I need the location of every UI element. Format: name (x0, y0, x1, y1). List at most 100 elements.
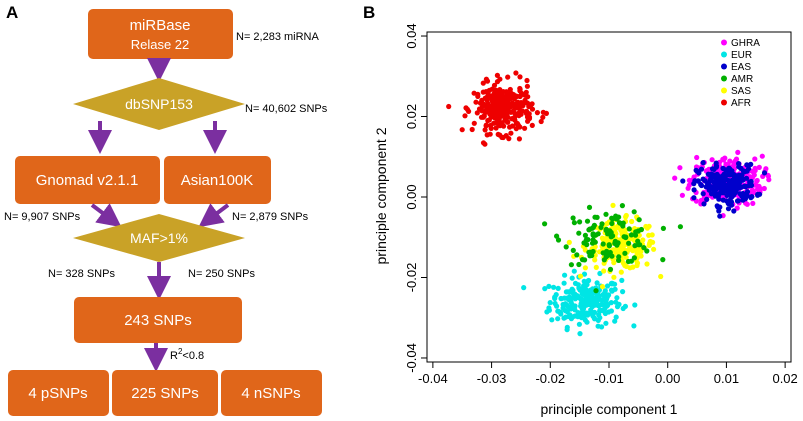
point-amr (574, 252, 580, 258)
point-amr (577, 219, 583, 225)
point-afr (480, 80, 486, 86)
point-eas (724, 192, 730, 198)
point-eur (597, 270, 603, 277)
legend-label: SAS (731, 86, 751, 97)
point-eur (614, 295, 620, 301)
point-ghra (765, 173, 772, 179)
point-eur (613, 314, 619, 320)
point-eas (711, 186, 717, 193)
point-sas (599, 235, 606, 241)
dbsnp-count: N= 40,602 SNPs (245, 103, 328, 115)
point-afr (473, 99, 479, 105)
point-eur (594, 292, 600, 298)
point-eas (703, 184, 709, 190)
point-afr (514, 112, 520, 118)
output-label-psnps: 4 pSNPs (28, 385, 87, 402)
point-afr (510, 108, 516, 114)
point-ghra (752, 165, 758, 171)
point-amr (626, 240, 632, 246)
point-eas (744, 189, 751, 195)
point-amr (622, 250, 628, 256)
point-eur (602, 290, 608, 296)
point-sas (593, 264, 599, 270)
x-tick-label: 0.01 (714, 371, 739, 386)
point-amr (591, 222, 598, 228)
point-afr (486, 87, 492, 93)
merged-snps-label: 243 SNPs (124, 312, 192, 329)
point-afr (469, 126, 475, 133)
point-ghra (759, 153, 765, 159)
point-eas (680, 178, 686, 184)
point-amr (641, 245, 647, 251)
point-eur (584, 319, 590, 325)
point-eas (719, 178, 726, 184)
point-eas (717, 213, 723, 219)
point-eas (700, 191, 706, 197)
point-amr (571, 220, 578, 226)
point-ghra (734, 205, 740, 211)
point-amr (563, 244, 569, 250)
point-eur (556, 308, 562, 314)
point-eur (570, 314, 576, 320)
point-amr (576, 230, 582, 236)
output-label-retained: 225 SNPs (131, 385, 199, 402)
scatter-points (446, 70, 772, 337)
point-sas (611, 274, 617, 280)
point-eas (727, 166, 733, 172)
point-eas (737, 173, 743, 179)
point-eur (561, 280, 567, 286)
point-afr (525, 94, 531, 100)
gnomad-box (15, 156, 160, 204)
legend-swatch (721, 63, 727, 70)
point-amr (644, 248, 650, 254)
point-eas (702, 178, 708, 184)
point-eas (744, 162, 750, 168)
point-amr (677, 224, 684, 230)
maf-label: MAF>1% (130, 230, 188, 246)
point-afr (490, 97, 496, 103)
point-afr (543, 110, 550, 116)
point-afr (512, 102, 518, 108)
point-eur (604, 294, 610, 300)
point-eur (612, 318, 618, 324)
point-eur (565, 304, 571, 310)
point-eas (737, 191, 743, 197)
point-amr (598, 224, 604, 230)
point-eas (728, 202, 735, 208)
panel-a-letter: A (6, 3, 18, 22)
point-afr (502, 116, 508, 123)
point-eas (713, 160, 719, 166)
point-eur (581, 271, 588, 277)
point-eur (577, 331, 583, 337)
point-ghra (720, 156, 726, 162)
point-ghra (685, 185, 691, 191)
point-eur (564, 327, 570, 333)
point-amr (637, 242, 643, 248)
point-eas (691, 181, 697, 187)
point-amr (542, 221, 548, 227)
point-afr (489, 105, 495, 111)
point-eas (730, 172, 736, 178)
point-sas (623, 212, 629, 219)
y-tick-label: -0.02 (404, 263, 419, 293)
point-amr (576, 261, 582, 268)
point-eur (614, 304, 621, 310)
point-eas (746, 166, 752, 172)
point-amr (631, 209, 637, 215)
point-eur (579, 309, 585, 316)
point-afr (526, 103, 532, 110)
point-afr (446, 103, 452, 110)
gnomad-label: Gnomad v2.1.1 (36, 172, 139, 189)
point-afr (538, 118, 544, 125)
point-afr (483, 122, 489, 128)
legend-label: EAS (731, 62, 751, 73)
point-amr (606, 242, 612, 248)
point-sas (646, 232, 652, 238)
point-eur (597, 308, 603, 314)
maf-left-count: N= 328 SNPs (48, 268, 115, 280)
point-eas (732, 179, 738, 185)
gnomad-count: N= 9,907 SNPs (4, 211, 81, 223)
point-sas (582, 265, 589, 271)
point-amr (570, 215, 576, 221)
point-eur (571, 268, 577, 274)
